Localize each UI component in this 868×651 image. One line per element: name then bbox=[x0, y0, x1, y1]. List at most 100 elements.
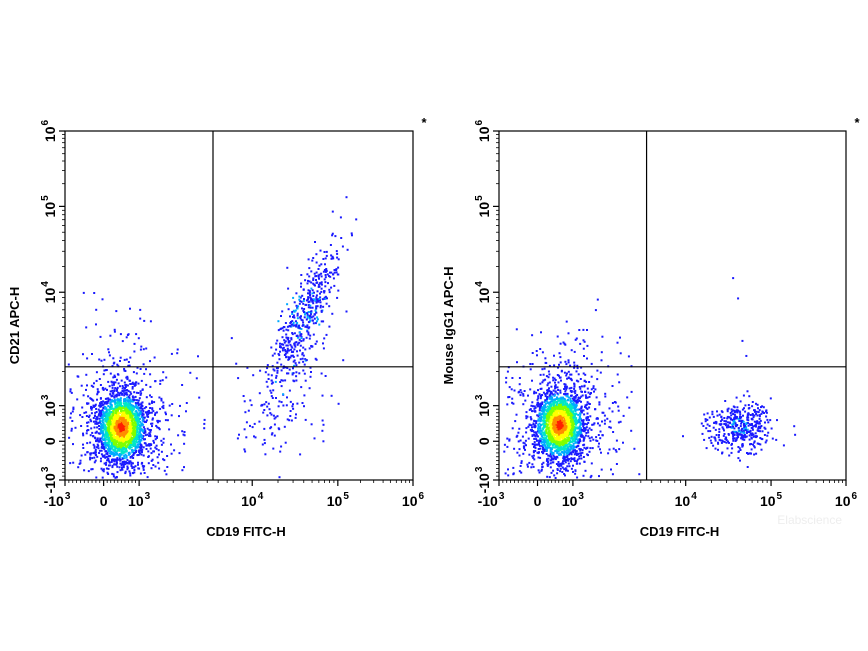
data-point bbox=[287, 287, 290, 290]
data-point bbox=[326, 273, 329, 276]
data-point bbox=[127, 415, 130, 418]
data-point bbox=[118, 420, 121, 422]
data-point bbox=[321, 419, 324, 422]
data-point bbox=[110, 445, 113, 447]
data-point bbox=[104, 407, 107, 410]
data-point bbox=[106, 423, 109, 426]
data-point bbox=[575, 438, 578, 441]
data-point bbox=[270, 391, 273, 394]
data-point bbox=[275, 397, 277, 399]
data-point bbox=[107, 430, 110, 433]
data-point bbox=[550, 405, 553, 408]
data-point bbox=[138, 413, 141, 416]
data-point bbox=[107, 448, 110, 451]
data-point bbox=[137, 461, 139, 464]
data-point bbox=[108, 412, 110, 415]
data-point bbox=[517, 440, 520, 443]
data-point bbox=[110, 400, 113, 403]
data-point bbox=[156, 426, 159, 429]
data-point bbox=[531, 410, 533, 413]
data-point bbox=[572, 401, 575, 404]
data-point bbox=[136, 426, 139, 429]
data-point bbox=[565, 469, 567, 472]
data-point bbox=[110, 416, 113, 419]
data-point bbox=[183, 466, 185, 469]
data-point bbox=[124, 426, 127, 429]
data-point bbox=[279, 342, 281, 345]
data-point bbox=[563, 436, 566, 439]
x-tick-label: 106 bbox=[402, 491, 425, 509]
data-point bbox=[561, 438, 564, 441]
data-point bbox=[310, 312, 312, 315]
data-point bbox=[503, 450, 506, 453]
data-point bbox=[302, 302, 305, 305]
data-point bbox=[284, 340, 287, 343]
data-point bbox=[103, 446, 106, 449]
data-point bbox=[128, 446, 131, 449]
data-point bbox=[293, 310, 296, 313]
data-point bbox=[93, 426, 96, 429]
data-point bbox=[165, 413, 167, 416]
data-point bbox=[136, 454, 139, 457]
data-point bbox=[585, 447, 587, 450]
data-point bbox=[295, 325, 298, 328]
data-point bbox=[86, 442, 89, 445]
data-point bbox=[288, 368, 291, 371]
data-point bbox=[537, 435, 539, 438]
data-point bbox=[98, 358, 101, 361]
data-point bbox=[94, 459, 97, 462]
data-point bbox=[147, 462, 150, 465]
data-point bbox=[149, 407, 152, 409]
data-point bbox=[551, 453, 553, 456]
data-point bbox=[578, 462, 581, 465]
data-point bbox=[125, 450, 128, 453]
data-point bbox=[330, 271, 333, 274]
data-point bbox=[309, 306, 312, 309]
data-point bbox=[568, 450, 571, 453]
data-point bbox=[142, 410, 145, 413]
data-point bbox=[531, 379, 533, 382]
data-point bbox=[542, 419, 544, 422]
data-point bbox=[261, 443, 264, 446]
data-point bbox=[100, 429, 103, 432]
data-point bbox=[280, 379, 283, 382]
data-point bbox=[530, 424, 533, 427]
data-point bbox=[319, 304, 322, 307]
data-point bbox=[323, 251, 326, 253]
data-point bbox=[286, 396, 288, 399]
data-point bbox=[526, 463, 529, 466]
data-point bbox=[533, 437, 536, 440]
data-point bbox=[592, 385, 595, 388]
data-point bbox=[295, 371, 298, 374]
data-point bbox=[117, 447, 120, 450]
data-point bbox=[573, 437, 576, 440]
data-point bbox=[100, 410, 103, 413]
data-point bbox=[116, 458, 119, 461]
data-point bbox=[540, 424, 543, 427]
data-point bbox=[103, 423, 106, 426]
data-point bbox=[112, 432, 114, 435]
data-point bbox=[300, 282, 303, 285]
data-point bbox=[91, 468, 94, 471]
data-point bbox=[324, 297, 327, 300]
data-point bbox=[548, 373, 551, 376]
data-point bbox=[571, 428, 574, 431]
data-point bbox=[116, 388, 119, 391]
data-point bbox=[572, 431, 575, 434]
data-point bbox=[116, 394, 119, 397]
data-point bbox=[100, 413, 103, 416]
data-point bbox=[561, 436, 564, 439]
data-point bbox=[302, 321, 305, 324]
data-point bbox=[547, 427, 550, 430]
data-point bbox=[249, 424, 251, 427]
data-point bbox=[119, 385, 121, 388]
data-point bbox=[564, 467, 567, 470]
data-point bbox=[105, 412, 108, 415]
data-point bbox=[555, 450, 558, 453]
data-point bbox=[122, 435, 125, 438]
data-point bbox=[280, 445, 283, 448]
data-point bbox=[309, 366, 312, 369]
data-point bbox=[507, 474, 510, 477]
data-point bbox=[319, 299, 321, 302]
data-point bbox=[306, 315, 309, 318]
